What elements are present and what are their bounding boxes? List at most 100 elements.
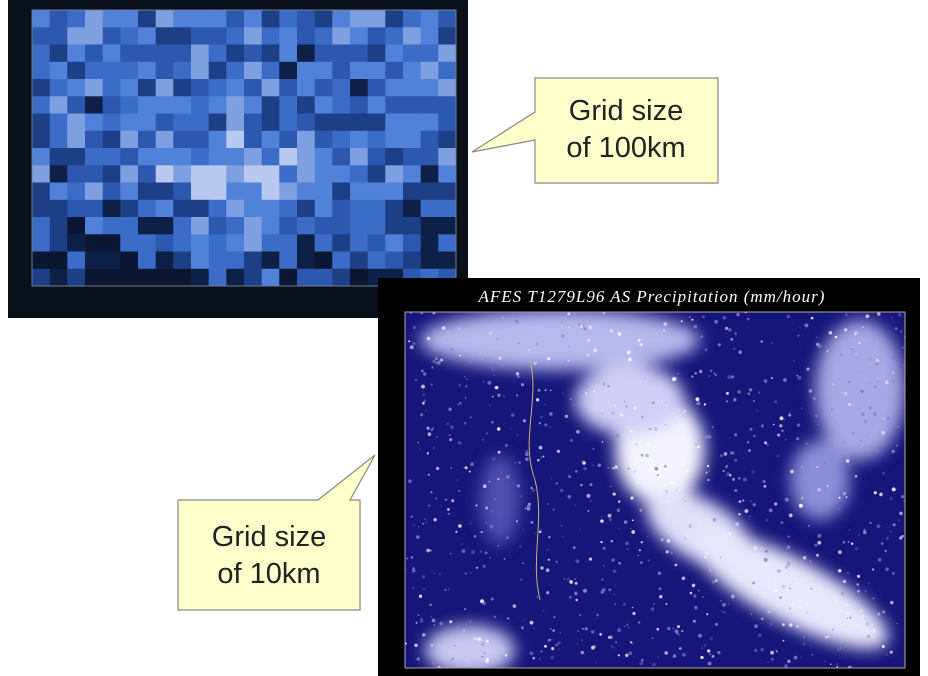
speckle	[615, 641, 617, 643]
speckle	[748, 449, 751, 452]
speckle	[865, 590, 867, 592]
speckle	[454, 645, 456, 647]
speckle	[797, 423, 800, 426]
speckle	[678, 634, 680, 636]
speckle	[581, 651, 585, 655]
speckle	[527, 442, 528, 443]
grid-cell	[50, 131, 68, 149]
grid-cell	[85, 217, 103, 235]
speckle	[561, 525, 563, 527]
speckle	[664, 424, 665, 425]
speckle	[903, 347, 904, 348]
grid-cell	[50, 269, 68, 287]
grid-cell	[209, 114, 227, 132]
speckle	[650, 411, 651, 412]
grid-cell	[350, 234, 368, 252]
speckle	[583, 467, 587, 471]
grid-cell	[332, 45, 350, 63]
speckle	[487, 381, 491, 385]
speckle	[582, 323, 585, 326]
speckle	[848, 541, 850, 543]
grid-cell	[85, 62, 103, 80]
grid-cell	[32, 131, 50, 149]
speckle	[689, 400, 691, 402]
grid-cell	[67, 10, 85, 28]
grid-cell	[332, 200, 350, 218]
grid-cell	[368, 217, 386, 235]
grid-cell	[350, 148, 368, 166]
speckle	[563, 578, 565, 580]
grid-cell	[262, 183, 280, 201]
grid-cell	[32, 200, 50, 218]
speckle	[779, 424, 782, 427]
grid-cell	[315, 269, 333, 287]
grid-cell	[120, 27, 138, 45]
speckle	[570, 439, 573, 442]
speckle	[541, 529, 542, 530]
speckle	[713, 518, 717, 522]
grid-cell	[315, 165, 333, 183]
speckle	[406, 557, 408, 559]
speckle	[608, 514, 612, 518]
speckle	[892, 372, 894, 374]
speckle	[707, 465, 709, 467]
speckle	[754, 546, 758, 550]
grid-cell	[103, 217, 121, 235]
speckle	[630, 429, 633, 432]
speckle	[763, 485, 766, 488]
speckle	[418, 442, 419, 443]
speckle	[631, 530, 635, 534]
speckle	[641, 454, 644, 457]
speckle	[580, 484, 583, 487]
speckle	[445, 499, 447, 501]
speckle	[492, 457, 496, 461]
grid-cell	[209, 45, 227, 63]
speckle	[516, 372, 519, 375]
speckle	[753, 503, 756, 506]
speckle	[694, 606, 698, 610]
grid-cell	[120, 148, 138, 166]
speckle	[481, 643, 485, 647]
speckle	[738, 477, 741, 480]
speckle	[446, 422, 449, 425]
speckle	[730, 451, 733, 454]
grid-cell	[85, 165, 103, 183]
grid-cell	[315, 10, 333, 28]
grid-cell	[332, 131, 350, 149]
speckle	[655, 467, 659, 471]
grid-cell	[244, 234, 262, 252]
speckle	[560, 632, 562, 634]
grid-cell	[209, 10, 227, 28]
speckle	[433, 518, 436, 521]
speckle	[776, 650, 778, 652]
grid-cell	[332, 148, 350, 166]
speckle	[785, 498, 789, 502]
speckle	[775, 583, 777, 585]
grid-cell	[103, 183, 121, 201]
speckle	[882, 472, 885, 475]
speckle	[691, 376, 693, 378]
speckle	[839, 497, 841, 499]
speckle	[742, 499, 744, 501]
speckle	[854, 452, 856, 454]
grid-cell	[403, 217, 421, 235]
speckle	[877, 524, 881, 528]
speckle	[808, 525, 809, 526]
speckle	[448, 332, 449, 333]
grid-cell	[156, 148, 174, 166]
speckle	[569, 596, 572, 599]
speckle	[817, 466, 819, 468]
speckle	[641, 541, 644, 544]
speckle	[873, 412, 877, 416]
speckle	[628, 651, 632, 655]
speckle	[601, 516, 603, 518]
speckle	[698, 590, 700, 592]
speckle	[506, 536, 509, 539]
grid-cell	[315, 114, 333, 132]
grid-cell	[332, 79, 350, 97]
speckle	[450, 348, 453, 351]
speckle	[809, 560, 812, 563]
grid-cell	[297, 10, 315, 28]
grid-cell	[85, 234, 103, 252]
speckle	[812, 654, 813, 655]
